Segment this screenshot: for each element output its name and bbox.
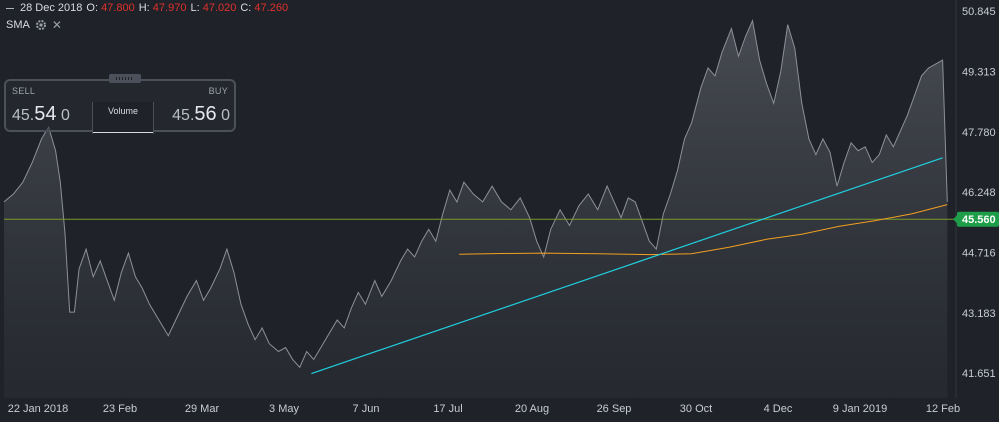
sell-price[interactable]: 45.54 0	[12, 103, 70, 126]
drag-handle-icon[interactable]	[109, 74, 141, 83]
sell-price-suffix: 0	[60, 107, 70, 124]
volume-label: Volume	[107, 106, 139, 116]
volume-underline	[93, 132, 153, 133]
y-tick-label: 44.716	[962, 247, 996, 259]
volume-tab[interactable]: Volume	[92, 102, 154, 134]
x-tick-label: 17 Jul	[433, 403, 462, 415]
buy-price-prefix: 45.	[172, 107, 195, 124]
sell-price-prefix: 45.	[12, 107, 35, 124]
low-value: 47.020	[202, 2, 237, 14]
current-price-label: 45.560	[962, 214, 996, 226]
x-tick-label: 9 Jan 2019	[833, 403, 887, 415]
trend-line[interactable]	[311, 157, 943, 375]
sell-label: SELL	[12, 86, 36, 96]
x-tick-label: 3 May	[269, 403, 299, 415]
high-label: H:	[138, 2, 150, 14]
y-tick-label: 41.651	[962, 368, 996, 380]
x-tick-label: 4 Dec	[764, 403, 793, 415]
buy-label: BUY	[208, 86, 228, 96]
high-value: 47.970	[152, 2, 187, 14]
buy-price-suffix: 0	[221, 107, 230, 124]
ohlc-date: 28 Dec 2018	[20, 2, 83, 14]
close-value: 47.260	[254, 2, 289, 14]
series-dash-icon	[6, 7, 14, 9]
gear-icon[interactable]	[35, 19, 47, 31]
price-area-fill	[4, 20, 948, 398]
close-label: C:	[240, 2, 252, 14]
low-label: L:	[190, 2, 200, 14]
ohlc-readout: 28 Dec 2018 O: 47.800 H: 47.970 L: 47.020 C:…	[6, 2, 288, 14]
close-icon[interactable]: ✕	[51, 18, 62, 32]
indicator-row: SMA ✕	[6, 18, 62, 32]
buy-price-big: 56	[194, 103, 217, 125]
y-tick-label: 50.845	[962, 6, 996, 18]
open-label: O:	[86, 2, 99, 14]
x-tick-label: 29 Mar	[185, 403, 220, 415]
open-value: 47.800	[101, 2, 135, 14]
x-tick-label: 12 Feb	[926, 403, 960, 415]
price-series-line	[3, 19, 948, 369]
buy-price[interactable]: 45.56 0	[172, 103, 230, 126]
x-tick-label: 26 Sep	[597, 403, 632, 415]
trade-panel: SELL BUY 45.54 0 45.56 0 Volume	[4, 74, 236, 134]
x-tick-label: 20 Aug	[515, 403, 549, 415]
sma-line	[459, 204, 948, 256]
current-price-badge	[957, 211, 999, 227]
x-tick-label: 22 Jan 2018	[8, 403, 69, 415]
y-tick-label: 46.248	[962, 187, 996, 199]
sma-label[interactable]: SMA	[6, 19, 30, 31]
x-tick-label: 23 Feb	[103, 403, 137, 415]
y-tick-label: 43.183	[962, 308, 996, 320]
sell-price-big: 54	[34, 103, 57, 125]
y-tick-label: 47.780	[962, 127, 996, 139]
y-tick-label: 49.313	[962, 66, 996, 78]
x-tick-label: 7 Jun	[353, 403, 380, 415]
current-price-badge-pointer	[953, 215, 957, 224]
x-tick-label: 30 Oct	[680, 403, 712, 415]
